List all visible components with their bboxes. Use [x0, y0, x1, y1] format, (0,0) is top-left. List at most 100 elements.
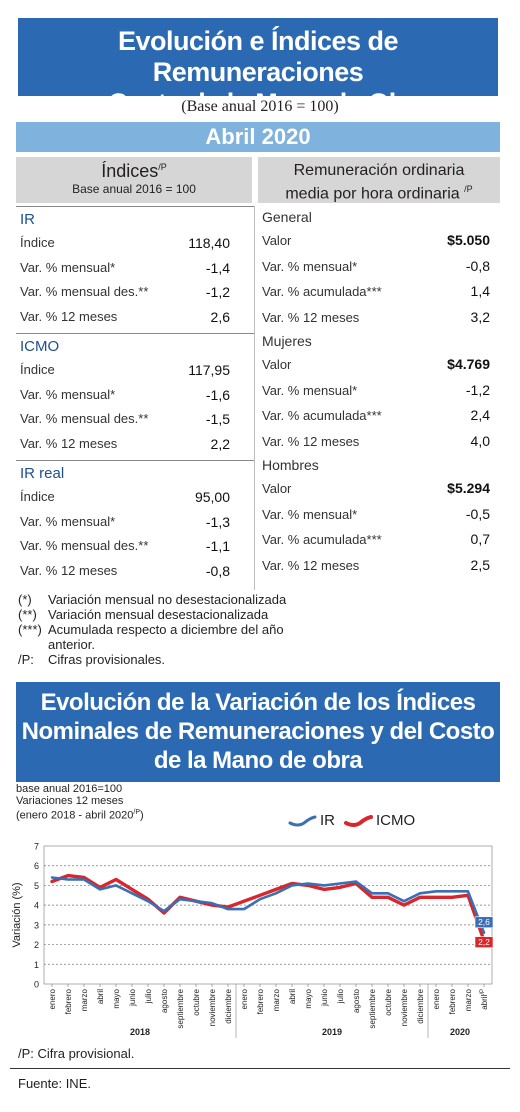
row-label: Var. % mensual*: [20, 259, 116, 275]
row-value: 1,4: [470, 283, 490, 299]
legend-swatch-ir: [288, 815, 317, 827]
row-value: 2,4: [470, 407, 490, 423]
row-label: Var. % 12 meses: [20, 562, 118, 578]
x-tick-label: agosto: [352, 988, 361, 1013]
row-value: 0,7: [470, 531, 490, 547]
table-row: Var. % mensual* -0,8: [258, 254, 500, 280]
base-year-note: (Base anual 2016 = 100): [181, 98, 339, 115]
x-tick-label: septiembre: [368, 988, 377, 1028]
indices-header: Índices/P Base anual 2016 = 100: [16, 157, 252, 203]
table-row: Var. % 12 meses 2,6: [16, 305, 254, 330]
row-label: Var. % mensual des.**: [20, 538, 149, 553]
table-row: Índice 118,40: [16, 231, 254, 256]
y-tick-label: 4: [34, 901, 39, 911]
row-value: $5.050: [447, 232, 490, 248]
section-icmo: ICMO Índice 117,95 Var. % mensual* -1,6 Va…: [16, 333, 254, 456]
x-tick-label: enero: [432, 988, 441, 1009]
table-row: Var. % acumulada*** 0,7: [258, 527, 500, 553]
legend-swatch-icmo: [344, 815, 373, 827]
x-tick-label: marzo: [272, 988, 281, 1011]
x-tick-label: abril/P: [480, 989, 489, 1010]
end-label-icmo: 2,2: [478, 937, 490, 947]
x-tick-label: diciembre: [416, 988, 425, 1023]
table-row: Var. % mensual* -1,3: [16, 510, 254, 535]
x-tick-label: febrero: [256, 988, 265, 1014]
x-tick-label: abril: [96, 989, 105, 1004]
row-label: Var. % mensual*: [262, 258, 358, 274]
row-label: Var. % 12 meses: [20, 435, 118, 451]
row-label: Índice: [20, 235, 55, 250]
table-row: Var. % mensual des.** -1,2: [16, 280, 254, 305]
row-label: Var. % 12 meses: [262, 433, 360, 449]
footnote-text: Variación mensual no desestacionalizada: [48, 592, 287, 607]
x-tick-label: agosto: [160, 988, 169, 1013]
y-tick-label: 3: [34, 920, 39, 930]
chart-subtitle: base anual 2016=100 Variaciones 12 meses…: [16, 783, 144, 822]
group-title: General: [262, 209, 312, 225]
footnotes: (*) Variación mensual no desestacionaliza…: [18, 592, 318, 667]
row-value: -1,2: [465, 381, 490, 398]
series-line-icmo: [50, 873, 486, 943]
row-label: Valor: [262, 481, 292, 496]
table-row: Var. % mensual* -1,6: [16, 383, 254, 408]
chart-footnote: /P: Cifra provisional.: [18, 1046, 135, 1061]
row-label: Valor: [262, 233, 292, 248]
x-tick-label: enero: [240, 988, 249, 1009]
table-row: Var. % acumulada*** 1,4: [258, 279, 500, 305]
group-title: Mujeres: [262, 333, 312, 349]
footnote-item: (*) Variación mensual no desestacionaliza…: [18, 592, 318, 607]
table-row: Var. % mensual* -0,5: [258, 502, 500, 528]
row-label: Var. % mensual*: [262, 382, 358, 398]
legend-label-ir: IR: [320, 812, 335, 829]
table-row: Var. % 12 meses -0,8: [16, 559, 254, 584]
footnote-text: Acumulada respecto a diciembre del año a…: [48, 622, 284, 652]
row-value: -1,6: [205, 386, 230, 403]
section-ir: IR Índice 118,40 Var. % mensual* -1,4 Var.…: [16, 206, 254, 329]
row-value: -1,4: [205, 259, 230, 276]
year-label: 2020: [450, 1027, 470, 1037]
chart-title-line3: de la Mano de obra: [153, 747, 363, 774]
footnote-key: /P:: [18, 652, 34, 667]
row-value: 117,95: [188, 362, 230, 378]
table-row: Var. % 12 meses 3,2: [258, 305, 500, 331]
end-label-box-ir: [474, 916, 494, 929]
row-label: Var. % 12 meses: [262, 557, 360, 573]
table-row: Var. % 12 meses 2,2: [16, 432, 254, 457]
row-value: 95,00: [194, 489, 230, 505]
row-value: 4,0: [470, 432, 490, 449]
x-tick-label: octubre: [384, 988, 393, 1015]
row-value: -0,5: [465, 505, 490, 522]
chart-title-line2: Nominales de Remuneraciones y del Costo: [21, 718, 495, 745]
table-row: Valor $5.050: [258, 228, 500, 254]
chart-sub-range-sup: /P: [133, 809, 141, 816]
x-tick-label: febrero: [448, 988, 457, 1014]
x-tick-label-sup: /P: [480, 989, 486, 995]
group-mujeres: Mujeres Valor $4.769 Var. % mensual* -1,2 …: [258, 330, 500, 454]
y-tick-label: 5: [34, 881, 39, 891]
table-row: Var. % 12 meses 2,5: [258, 553, 500, 579]
row-label: Var. % mensual*: [20, 386, 116, 402]
x-tick-label: febrero: [64, 988, 73, 1014]
y-tick-label: 1: [34, 960, 39, 970]
x-tick-label: noviembre: [400, 988, 409, 1026]
row-value: -0,8: [205, 562, 230, 579]
x-tick-label: diciembre: [224, 988, 233, 1023]
main-title-banner: Evolución e Índices de Remuneraciones y …: [18, 18, 498, 118]
indices-title: Índices: [101, 161, 159, 181]
end-label-box-icmo: [474, 936, 494, 948]
footnote-item: /P: Cifras provisionales.: [18, 652, 318, 667]
row-label: Var. % acumulada***: [262, 532, 382, 547]
row-value: -1,1: [205, 538, 230, 554]
row-label: Índice: [20, 362, 55, 377]
plot-frame: [43, 845, 493, 985]
remuneracion-title-line2-wrap: media por hora ordinaria /P: [258, 180, 500, 203]
row-label: Valor: [262, 357, 292, 372]
x-tick-label: abril: [288, 989, 297, 1004]
y-tick-label: 6: [34, 861, 39, 871]
y-tick-label: 0: [34, 980, 39, 990]
y-tick-label: 7: [34, 842, 39, 852]
section-title: ICMO: [20, 338, 60, 355]
x-tick-label: septiembre: [176, 988, 185, 1028]
footnote-item: (**) Variación mensual desestacionalizada: [18, 607, 318, 622]
source-divider: [10, 1068, 510, 1069]
